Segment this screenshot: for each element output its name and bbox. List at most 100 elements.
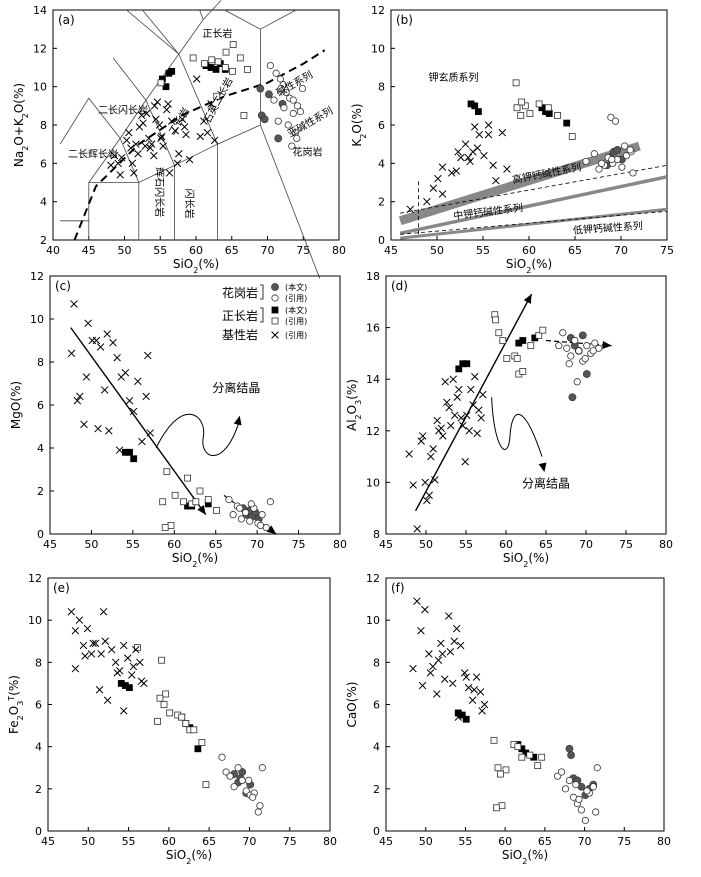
point-e-4-16 xyxy=(132,645,140,654)
x-tick-label-d-1: 50 xyxy=(419,538,433,551)
point-d-1-11 xyxy=(565,360,573,368)
point-b-4-15 xyxy=(498,128,507,137)
point-b-3-0 xyxy=(512,79,520,87)
point-d-1-12 xyxy=(573,378,581,386)
series-f-3 xyxy=(490,736,546,812)
point-a-3-9 xyxy=(229,67,236,75)
point-d-2-2 xyxy=(463,360,471,368)
point-d-2-0 xyxy=(455,365,463,373)
point-b-0-3 xyxy=(613,146,622,154)
point-e-4-10 xyxy=(107,645,116,654)
band-medium-k xyxy=(399,175,668,236)
trend-arrow-dashed xyxy=(266,525,277,534)
tas-boundary-6 xyxy=(260,124,321,279)
point-e-3-9 xyxy=(190,726,198,734)
y-tick-label-b-3: 6 xyxy=(378,119,385,132)
y-axis-label-f: CaO(%) xyxy=(345,682,359,728)
point-c-3-4 xyxy=(179,498,187,506)
point-b-4-12 xyxy=(480,151,488,160)
point-c-4-12 xyxy=(113,353,121,362)
point-a-3-3 xyxy=(208,56,216,64)
point-e-1-11 xyxy=(245,776,253,785)
series-f-4 xyxy=(409,597,489,721)
point-d-4-25 xyxy=(467,385,475,394)
point-a-4-14 xyxy=(152,115,160,124)
point-b-2-2 xyxy=(475,108,482,115)
point-d-2-5 xyxy=(531,334,539,342)
legend-item-0-1: (引用) xyxy=(285,294,307,303)
point-e-1-13 xyxy=(249,793,257,801)
point-d-1-9 xyxy=(591,339,599,347)
series-c-1 xyxy=(225,495,274,532)
y-tick-label-c-0: 0 xyxy=(37,528,44,541)
point-f-2-0 xyxy=(454,709,462,717)
x-tick-label-e-5: 70 xyxy=(242,835,256,848)
point-f-4-23 xyxy=(446,648,455,656)
point-a-4-41 xyxy=(180,123,189,131)
point-f-3-2 xyxy=(498,802,506,810)
point-a-4-11 xyxy=(145,134,153,143)
point-a-4-0 xyxy=(107,161,115,170)
point-e-4-11 xyxy=(111,658,120,667)
point-b-1-13 xyxy=(621,142,629,150)
point-f-4-8 xyxy=(441,675,449,683)
x-axis-label-c: SiO2(%) xyxy=(172,551,218,569)
point-d-4-20 xyxy=(427,452,435,461)
y-tick-label-a-3: 8 xyxy=(40,119,47,132)
point-f-1-13 xyxy=(572,781,580,789)
y-tick-label-f-3: 6 xyxy=(373,699,380,712)
point-f-4-5 xyxy=(429,662,437,671)
point-d-1-14 xyxy=(589,347,597,355)
point-d-4-6 xyxy=(429,445,437,453)
y-tick-label-f-4: 8 xyxy=(373,656,380,669)
point-b-4-5 xyxy=(447,169,456,177)
fractional-crystallization-arrow xyxy=(538,462,547,473)
point-f-4-1 xyxy=(413,597,421,605)
x-tick-label-c-5: 70 xyxy=(250,538,264,551)
series-a-4 xyxy=(107,75,219,179)
point-e-1-0 xyxy=(218,753,226,761)
tas-boundary-14 xyxy=(199,9,204,20)
legend-brace-1 xyxy=(260,307,264,323)
point-f-4-3 xyxy=(421,605,429,614)
plot-frame-e xyxy=(47,577,331,832)
point-f-3-9 xyxy=(538,753,546,761)
x-axis-label-e: SiO2(%) xyxy=(166,848,212,866)
point-a-1-14 xyxy=(277,84,285,93)
point-e-1-3 xyxy=(230,783,238,791)
point-e-4-5 xyxy=(87,650,96,658)
point-b-4-9 xyxy=(466,157,474,166)
point-c-1-4 xyxy=(241,508,250,517)
point-a-3-5 xyxy=(221,64,229,71)
series-a-1 xyxy=(266,61,307,150)
y-tick-label-c-4: 8 xyxy=(37,356,44,369)
y-tick-label-f-0: 0 xyxy=(373,825,380,838)
band-high-k xyxy=(398,141,641,226)
point-d-3-3 xyxy=(503,355,511,362)
point-f-3-0 xyxy=(490,736,498,744)
point-b-1-0 xyxy=(582,157,590,166)
point-e-4-20 xyxy=(89,639,97,648)
point-d-4-13 xyxy=(457,414,465,422)
legend-item-1-1: (引用) xyxy=(285,317,307,326)
point-d-3-2 xyxy=(499,337,507,344)
tas-boundary-13 xyxy=(126,9,180,55)
point-a-1-10 xyxy=(284,121,292,129)
point-e-3-10 xyxy=(198,739,206,746)
legend-item-2-0: (引用) xyxy=(285,331,307,340)
y-tick-label-b-5: 10 xyxy=(371,42,385,55)
point-f-1-2 xyxy=(561,785,570,793)
point-a-4-13 xyxy=(150,151,158,160)
x-tick-label-b-4: 65 xyxy=(568,244,582,257)
point-legend-2-0 xyxy=(271,331,279,339)
point-c-3-7 xyxy=(196,487,204,495)
point-a-4-31 xyxy=(210,136,219,145)
point-a-4-16 xyxy=(155,121,164,129)
field-label-pyroxene-diorite: 辉石闪长岩 xyxy=(153,167,166,217)
y-tick-label-f-5: 10 xyxy=(366,614,380,627)
y-tick-label-c-3: 6 xyxy=(37,399,44,412)
point-d-1-0 xyxy=(555,342,563,350)
point-c-4-23 xyxy=(115,446,124,454)
x-tick-label-d-7: 80 xyxy=(659,538,673,551)
y-tick-label-f-2: 4 xyxy=(373,741,380,754)
